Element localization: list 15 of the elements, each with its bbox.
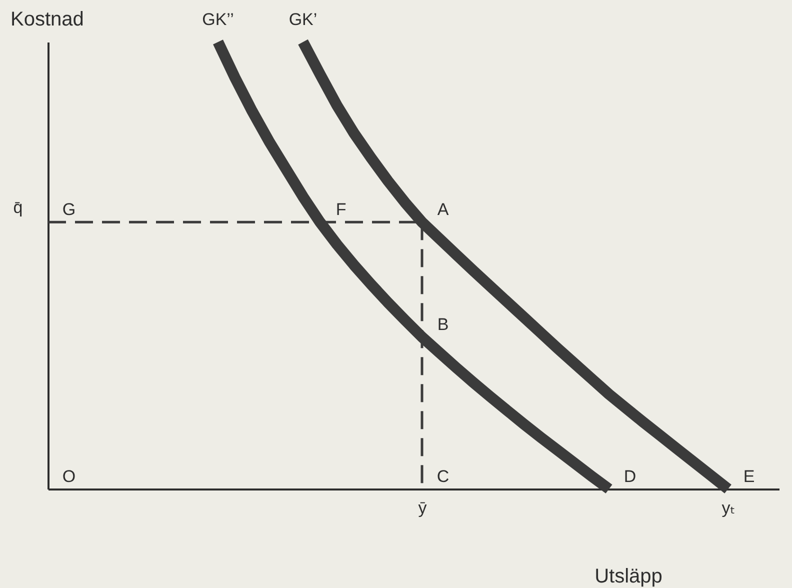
annotation: O xyxy=(62,467,76,486)
y-axis-title: Kostnad xyxy=(10,8,84,30)
annotation: D xyxy=(624,467,636,486)
annotation: G xyxy=(62,200,76,220)
annotation: C xyxy=(436,467,450,486)
annotation: E xyxy=(743,467,755,486)
x-tick-label: ȳ xyxy=(418,498,428,518)
series-label: q̄ xyxy=(13,198,23,218)
series-label: GK’ xyxy=(288,10,318,29)
series-label: GK’’ xyxy=(202,10,234,29)
x-tick-label: yₜ xyxy=(722,498,736,518)
annotation: B xyxy=(437,315,449,334)
x-axis-title: Utsläpp xyxy=(594,566,662,588)
annotation: A xyxy=(437,200,450,220)
annotation: F xyxy=(336,200,346,220)
